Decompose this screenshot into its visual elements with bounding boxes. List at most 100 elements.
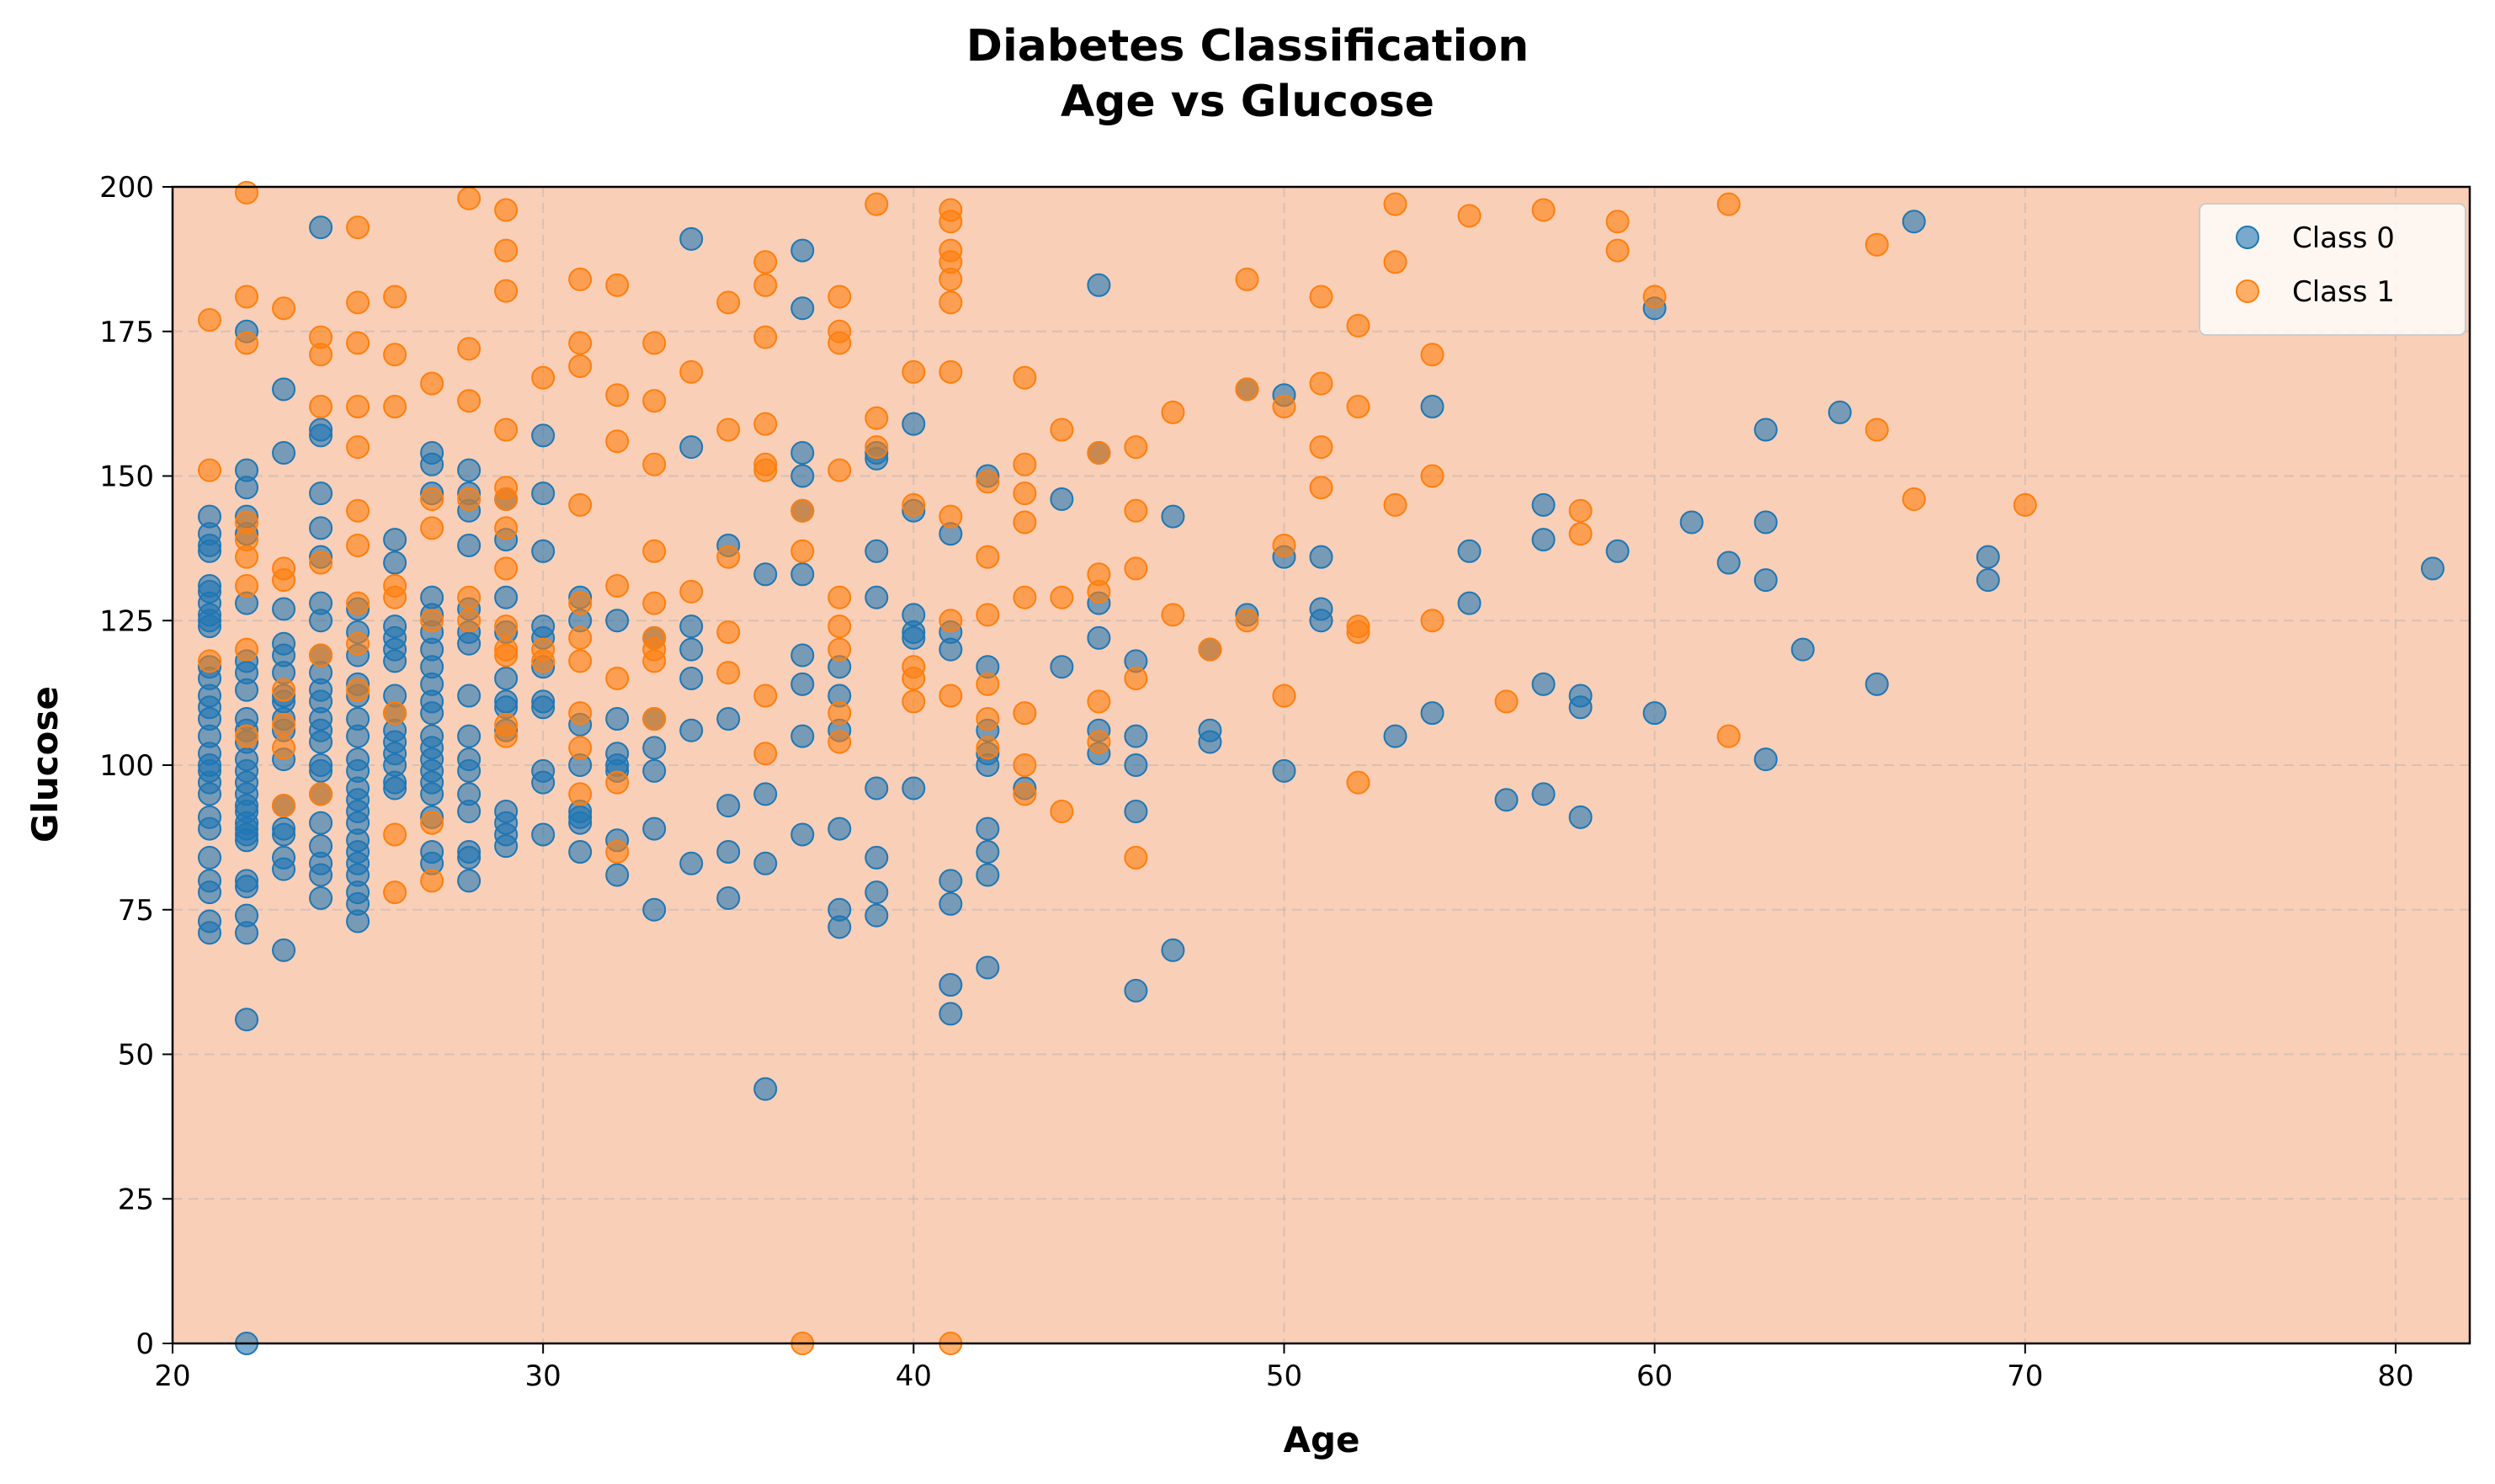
data-point [679,851,704,875]
data-point [383,649,407,673]
data-point [1309,609,1333,633]
data-point [939,504,963,529]
data-point [976,840,1000,864]
data-point [1161,504,1185,529]
data-point [457,389,481,413]
data-point [457,631,481,656]
data-point [198,458,222,482]
data-point [939,359,963,384]
data-point [1902,487,1926,511]
data-point [605,863,630,887]
data-point [864,903,889,928]
data-point [457,458,481,482]
data-point [531,539,556,563]
data-point [457,487,481,511]
data-point [1124,724,1148,748]
data-point [1235,267,1259,291]
data-point [457,609,481,633]
data-point [1531,198,1556,222]
data-point [1087,689,1111,714]
data-point [1865,672,1889,696]
data-point [272,678,296,702]
data-point [939,290,963,315]
data-point [235,285,259,309]
data-point [272,794,296,818]
data-point [420,371,444,396]
data-point [976,603,1000,627]
data-point [679,579,704,604]
data-point [679,359,704,384]
data-point [1457,204,1482,228]
data-point [309,863,333,887]
data-point [827,915,852,939]
data-point [753,273,778,297]
data-point [902,492,926,517]
data-point [531,822,556,847]
data-point [939,267,963,291]
legend-box [2199,203,2466,336]
data-point [753,851,778,875]
data-point [642,331,667,355]
data-point [753,1077,778,1101]
data-point [568,782,593,806]
data-point [753,412,778,436]
data-point [605,273,630,297]
data-point [198,845,222,870]
data-point [716,418,741,442]
data-point [642,707,667,731]
data-point [272,857,296,881]
data-point [457,337,481,361]
data-point [753,742,778,766]
data-point [1013,701,1037,726]
data-point [1568,805,1593,829]
data-point [383,880,407,905]
data-point [309,643,333,668]
data-point [1309,476,1333,500]
legend-marker-class-0 [2236,226,2259,249]
data-point [716,794,741,818]
data-point [939,210,963,234]
data-point [2013,492,2037,517]
data-point [346,395,370,419]
data-point [531,423,556,448]
data-point [605,666,630,690]
data-point [457,724,481,748]
data-point [716,545,741,569]
data-point [605,707,630,731]
data-point [1605,539,1630,563]
data-point [1865,232,1889,257]
data-point [494,516,519,540]
data-point [1087,625,1111,650]
data-point [642,539,667,563]
data-point [1013,510,1037,535]
data-point [1050,585,1074,609]
data-point [494,834,519,859]
data-point [494,487,519,511]
x-axis-label: Age [1283,1419,1359,1460]
data-point [1124,435,1148,460]
data-point [1050,655,1074,679]
data-point [864,192,889,216]
data-point [679,666,704,690]
data-point [420,452,444,476]
data-point [1753,510,1778,535]
data-point [383,701,407,726]
data-point [1124,666,1148,690]
data-point [1346,620,1370,644]
data-point [902,625,926,650]
data-point [1383,192,1407,216]
data-point [309,423,333,448]
data-point [1013,481,1037,506]
data-point [902,776,926,801]
y-tick-label: 175 [99,316,154,349]
data-point [457,585,481,609]
data-point [1642,285,1667,309]
data-point [568,354,593,378]
data-point [531,770,556,795]
data-point [790,724,815,748]
data-point [1309,545,1333,569]
data-point [272,377,296,402]
data-point [1272,683,1296,708]
data-point [1272,395,1296,419]
plot-area: 20 30 40 50 60 70 80 0 25 50 75 100 125 150 175 200 [99,171,2471,1393]
